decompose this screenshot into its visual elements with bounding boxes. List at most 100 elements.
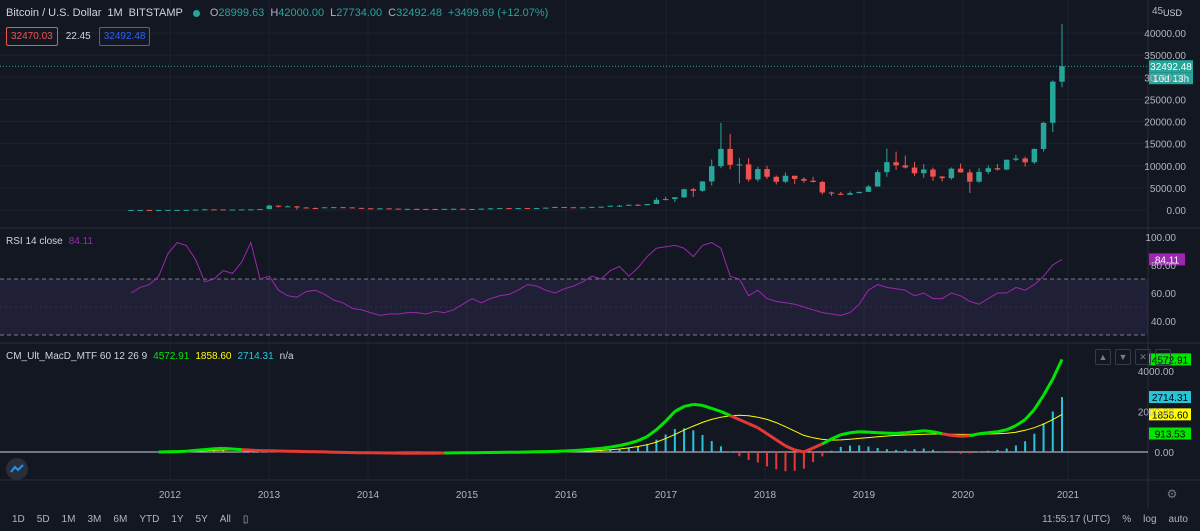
candle-body[interactable] <box>801 178 807 181</box>
candle-body[interactable] <box>635 204 641 206</box>
candle-body[interactable] <box>782 175 789 182</box>
candle-body[interactable] <box>874 172 881 187</box>
close-icon[interactable]: ✕ <box>1135 349 1151 365</box>
candle-body[interactable] <box>395 208 402 210</box>
candle-body[interactable] <box>340 207 346 209</box>
timeframe-1y[interactable]: 1Y <box>171 514 184 525</box>
candle-body[interactable] <box>939 176 945 179</box>
candle-body[interactable] <box>773 176 779 182</box>
timeframe-6m[interactable]: 6M <box>113 514 128 525</box>
candle-body[interactable] <box>847 193 853 195</box>
timeframe-ytd[interactable]: YTD <box>139 514 160 525</box>
candle-body[interactable] <box>229 209 236 211</box>
candle-body[interactable] <box>570 207 577 209</box>
candle-body[interactable] <box>202 209 208 211</box>
candle-body[interactable] <box>238 209 245 211</box>
candle-body[interactable] <box>294 206 300 208</box>
candle-body[interactable] <box>893 162 899 166</box>
candle-body[interactable] <box>174 209 180 211</box>
candle-body[interactable] <box>303 207 309 209</box>
candle-body[interactable] <box>699 181 706 191</box>
candle-body[interactable] <box>183 209 190 211</box>
ask-button[interactable]: 32492.48 <box>98 27 151 46</box>
timeframe-5d[interactable]: 5D <box>36 514 50 525</box>
candle-body[interactable] <box>358 207 365 209</box>
candle-body[interactable] <box>616 205 623 207</box>
symbol-title[interactable]: Bitcoin / U.S. Dollar <box>6 7 102 19</box>
candle-body[interactable] <box>994 168 1001 170</box>
candle-body[interactable] <box>211 209 217 211</box>
candle-body[interactable] <box>441 208 448 210</box>
candle-body[interactable] <box>192 209 199 211</box>
candle-body[interactable] <box>626 204 632 206</box>
candle-body[interactable] <box>552 207 558 209</box>
candle-body[interactable] <box>708 166 715 182</box>
candle-body[interactable] <box>1031 148 1038 163</box>
timeframe-all[interactable]: All <box>219 514 231 525</box>
candle-body[interactable] <box>275 205 282 207</box>
candle-body[interactable] <box>469 208 475 210</box>
candle-body[interactable] <box>331 207 337 209</box>
candle-body[interactable] <box>810 180 816 182</box>
candle-body[interactable] <box>589 206 595 208</box>
current-time[interactable]: 11:55:17 (UTC) <box>1042 514 1111 525</box>
candle-body[interactable] <box>146 209 153 211</box>
candle-body[interactable] <box>478 208 485 210</box>
candle-body[interactable] <box>1059 66 1065 82</box>
candle-body[interactable] <box>948 168 955 179</box>
candle-body[interactable] <box>644 204 650 206</box>
candle-body[interactable] <box>487 208 494 210</box>
candle-body[interactable] <box>155 209 162 211</box>
candle-body[interactable] <box>220 209 226 211</box>
candle-body[interactable] <box>524 208 531 210</box>
candle-body[interactable] <box>561 207 567 209</box>
candle-body[interactable] <box>257 209 263 211</box>
candle-body[interactable] <box>266 205 273 210</box>
candle-body[interactable] <box>856 191 862 194</box>
candle-body[interactable] <box>1050 81 1056 123</box>
candle-body[interactable] <box>349 207 355 209</box>
move-down-icon[interactable]: ▼ <box>1115 349 1131 365</box>
candle-body[interactable] <box>543 207 549 209</box>
candle-body[interactable] <box>791 175 798 179</box>
timeframe-1d[interactable]: 1D <box>12 514 25 525</box>
candle-body[interactable] <box>367 208 374 210</box>
candle-body[interactable] <box>284 206 291 208</box>
timeframe-1m[interactable]: 1M <box>61 514 76 525</box>
candle-body[interactable] <box>957 168 964 173</box>
candle-body[interactable] <box>819 181 826 193</box>
candle-body[interactable] <box>736 164 743 166</box>
auto-toggle[interactable]: auto <box>1168 514 1188 525</box>
candle-body[interactable] <box>450 208 457 210</box>
candle-body[interactable] <box>920 169 927 174</box>
rsi-pane[interactable]: 84.11 <box>0 241 1185 336</box>
candle-body[interactable] <box>312 208 319 210</box>
candle-body[interactable] <box>423 208 429 210</box>
candle-body[interactable] <box>377 208 383 210</box>
maximize-icon[interactable]: □ <box>1155 349 1171 365</box>
percent-toggle[interactable]: % <box>1122 514 1132 525</box>
move-up-icon[interactable]: ▲ <box>1095 349 1111 365</box>
candle-body[interactable] <box>911 167 918 174</box>
candle-body[interactable] <box>718 148 724 167</box>
timeframe-5y[interactable]: 5Y <box>195 514 208 525</box>
candle-body[interactable] <box>414 208 420 210</box>
candle-body[interactable] <box>662 199 669 201</box>
candle-body[interactable] <box>404 208 411 210</box>
candle-body[interactable] <box>137 209 143 211</box>
candle-body[interactable] <box>985 168 991 172</box>
candle-body[interactable] <box>506 208 512 210</box>
candle-body[interactable] <box>976 171 982 182</box>
candle-body[interactable] <box>884 162 890 173</box>
timeframe-3m[interactable]: 3M <box>87 514 102 525</box>
macd-pane[interactable]: 4572.91 2714.31 1858.60 913.53 <box>0 353 1191 472</box>
date-range-icon[interactable]: ▯ <box>242 514 249 525</box>
currency-label[interactable]: USD <box>1163 8 1183 18</box>
candle-body[interactable] <box>579 207 586 209</box>
candle-body[interactable] <box>745 164 752 180</box>
candle-body[interactable] <box>165 209 171 211</box>
candle-body[interactable] <box>496 208 503 210</box>
candle-body[interactable] <box>865 186 872 192</box>
